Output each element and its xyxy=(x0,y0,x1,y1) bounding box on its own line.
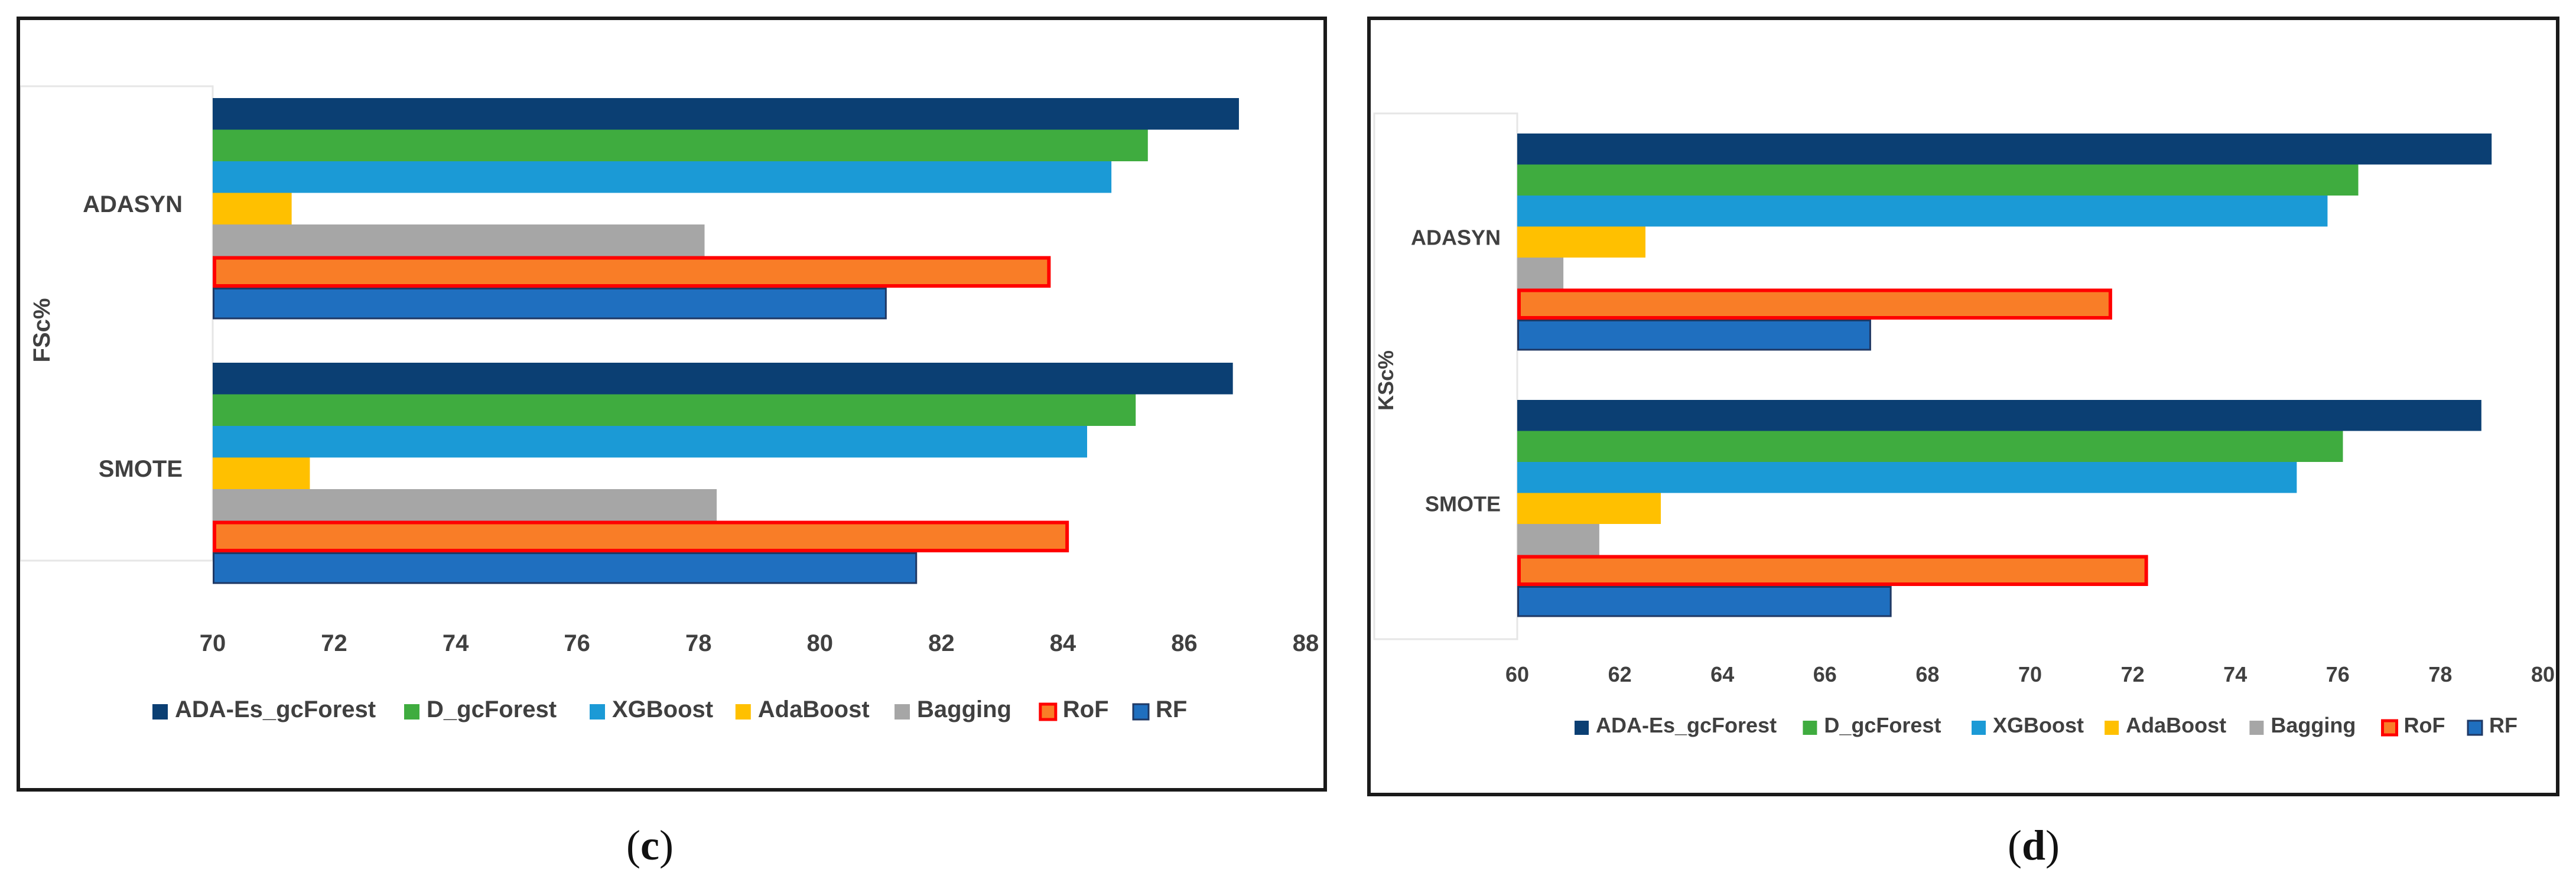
category-label-adasyn: ADASYN xyxy=(1411,225,1501,249)
x-tick-label: 84 xyxy=(1050,630,1076,656)
x-tick-label: 82 xyxy=(928,630,955,656)
x-tick-label: 64 xyxy=(1710,662,1734,686)
legend-label-d_gcforest: D_gcForest xyxy=(1824,713,1941,737)
x-tick-label: 80 xyxy=(807,630,834,656)
legend-label-ada-es_gcforest: ADA-Es_gcForest xyxy=(175,696,376,722)
bar-adasyn-rof xyxy=(213,256,1051,288)
caption-letter: d xyxy=(2021,822,2046,869)
y-axis-title: FSc% xyxy=(29,298,55,363)
bar-smote-rof xyxy=(213,520,1069,552)
axis-label-area xyxy=(1373,112,1518,640)
legend-label-rf: RF xyxy=(1156,696,1187,722)
legend-swatch-rf xyxy=(2467,720,2483,736)
bar-adasyn-rf xyxy=(213,288,887,320)
x-tick-label: 78 xyxy=(685,630,712,656)
bar-smote-d_gcforest xyxy=(213,394,1136,426)
x-tick-label: 80 xyxy=(2531,662,2555,686)
bar-smote-ada-es_gcforest xyxy=(1517,400,2481,431)
legend-swatch-rof xyxy=(1039,702,1058,721)
bar-smote-xgboost xyxy=(213,426,1087,458)
x-tick-label: 74 xyxy=(2223,662,2247,686)
caption-letter: c xyxy=(640,822,659,869)
category-label-smote: SMOTE xyxy=(99,456,183,482)
x-tick-label: 78 xyxy=(2428,662,2452,686)
legend-label-bagging: Bagging xyxy=(2271,713,2356,737)
x-tick-label: 72 xyxy=(2121,662,2145,686)
x-tick-label: 68 xyxy=(1915,662,1939,686)
legend-swatch-bagging xyxy=(2249,721,2264,735)
bar-adasyn-d_gcforest xyxy=(213,129,1148,161)
bar-adasyn-rf xyxy=(1517,320,1871,351)
legend-swatch-d_gcforest xyxy=(404,704,419,720)
legend-swatch-d_gcforest xyxy=(1803,721,1817,735)
caption-close: ) xyxy=(659,822,674,869)
bar-adasyn-xgboost xyxy=(213,161,1112,193)
bar-smote-rf xyxy=(213,552,918,584)
legend-swatch-ada-es_gcforest xyxy=(152,704,168,720)
bar-smote-xgboost xyxy=(1517,462,2297,493)
legend-label-xgboost: XGBoost xyxy=(1993,713,2084,737)
bar-adasyn-xgboost xyxy=(1517,196,2328,227)
x-tick-label: 86 xyxy=(1171,630,1198,656)
legend-swatch-xgboost xyxy=(1972,721,1986,735)
x-tick-label: 62 xyxy=(1608,662,1632,686)
bar-smote-adaboost xyxy=(213,457,310,489)
legend-label-bagging: Bagging xyxy=(917,696,1011,722)
x-tick-label: 70 xyxy=(200,630,226,656)
bar-adasyn-d_gcforest xyxy=(1517,164,2359,196)
bar-smote-bagging xyxy=(213,489,717,521)
legend-swatch-rof xyxy=(2381,719,2399,737)
caption-c: (c) xyxy=(626,821,674,870)
x-tick-label: 66 xyxy=(1813,662,1837,686)
y-axis-title: KSc% xyxy=(1374,350,1398,411)
bar-adasyn-bagging xyxy=(213,224,705,256)
x-tick-label: 74 xyxy=(443,630,469,656)
legend-label-adaboost: AdaBoost xyxy=(758,696,870,722)
legend-swatch-xgboost xyxy=(590,704,605,720)
ksc-bar-chart: KSc% ADASYN SMOTE 60 62 64 66 68 70 72 74 76 78 80 ADA… xyxy=(1373,112,2555,737)
bar-smote-d_gcforest xyxy=(1517,431,2343,462)
bar-adasyn-adaboost xyxy=(213,193,292,224)
legend-label-xgboost: XGBoost xyxy=(612,696,713,722)
category-label-smote: SMOTE xyxy=(1425,491,1501,516)
x-tick-label: 76 xyxy=(2326,662,2350,686)
legend-label-ada-es_gcforest: ADA-Es_gcForest xyxy=(1596,713,1777,737)
legend-label-rof: RoF xyxy=(2404,713,2445,737)
caption-open: ( xyxy=(2008,822,2022,869)
x-tick-label: 72 xyxy=(321,630,347,656)
bar-smote-rof xyxy=(1517,555,2148,586)
legend-label-adaboost: AdaBoost xyxy=(2126,713,2226,737)
bar-smote-bagging xyxy=(1517,524,1599,555)
legend-label-d_gcforest: D_gcForest xyxy=(427,696,557,722)
bar-smote-rf xyxy=(1517,586,1892,617)
bar-adasyn-rof xyxy=(1517,288,2112,320)
bar-smote-adaboost xyxy=(1517,493,1661,524)
legend-swatch-ada-es_gcforest xyxy=(1575,721,1589,735)
category-label-adasyn: ADASYN xyxy=(83,191,183,217)
bar-smote-ada-es_gcforest xyxy=(213,363,1233,395)
x-tick-label: 76 xyxy=(564,630,590,656)
x-tick-label: 60 xyxy=(1505,662,1529,686)
caption-close: ) xyxy=(2045,822,2060,869)
legend-label-rof: RoF xyxy=(1063,696,1109,722)
x-tick-label: 88 xyxy=(1293,630,1319,656)
legend-label-rf: RF xyxy=(2489,713,2518,737)
x-tick-label: 70 xyxy=(2018,662,2042,686)
bar-adasyn-ada-es_gcforest xyxy=(213,98,1239,130)
bar-adasyn-adaboost xyxy=(1517,226,1645,258)
legend-swatch-adaboost xyxy=(735,704,751,720)
legend-swatch-adaboost xyxy=(2105,721,2119,735)
chart-panel-d: KSc% ADASYN SMOTE 60 62 64 66 68 70 72 74 76 78 80 ADA… xyxy=(1367,17,2559,796)
bar-adasyn-ada-es_gcforest xyxy=(1517,134,2492,165)
chart-panel-c: FSc% ADASYN SMOTE 70 72 74 76 78 80 82 84 86 88 ADA-E… xyxy=(17,17,1327,792)
caption-d: (d) xyxy=(2008,821,2060,870)
axis-label-area xyxy=(20,85,214,562)
caption-open: ( xyxy=(626,822,640,869)
fsc-bar-chart: FSc% ADASYN SMOTE 70 72 74 76 78 80 82 84 86 88 ADA-E… xyxy=(20,85,1319,722)
legend-swatch-bagging xyxy=(895,704,910,720)
legend-swatch-rf xyxy=(1132,703,1150,721)
bar-adasyn-bagging xyxy=(1517,258,1564,289)
